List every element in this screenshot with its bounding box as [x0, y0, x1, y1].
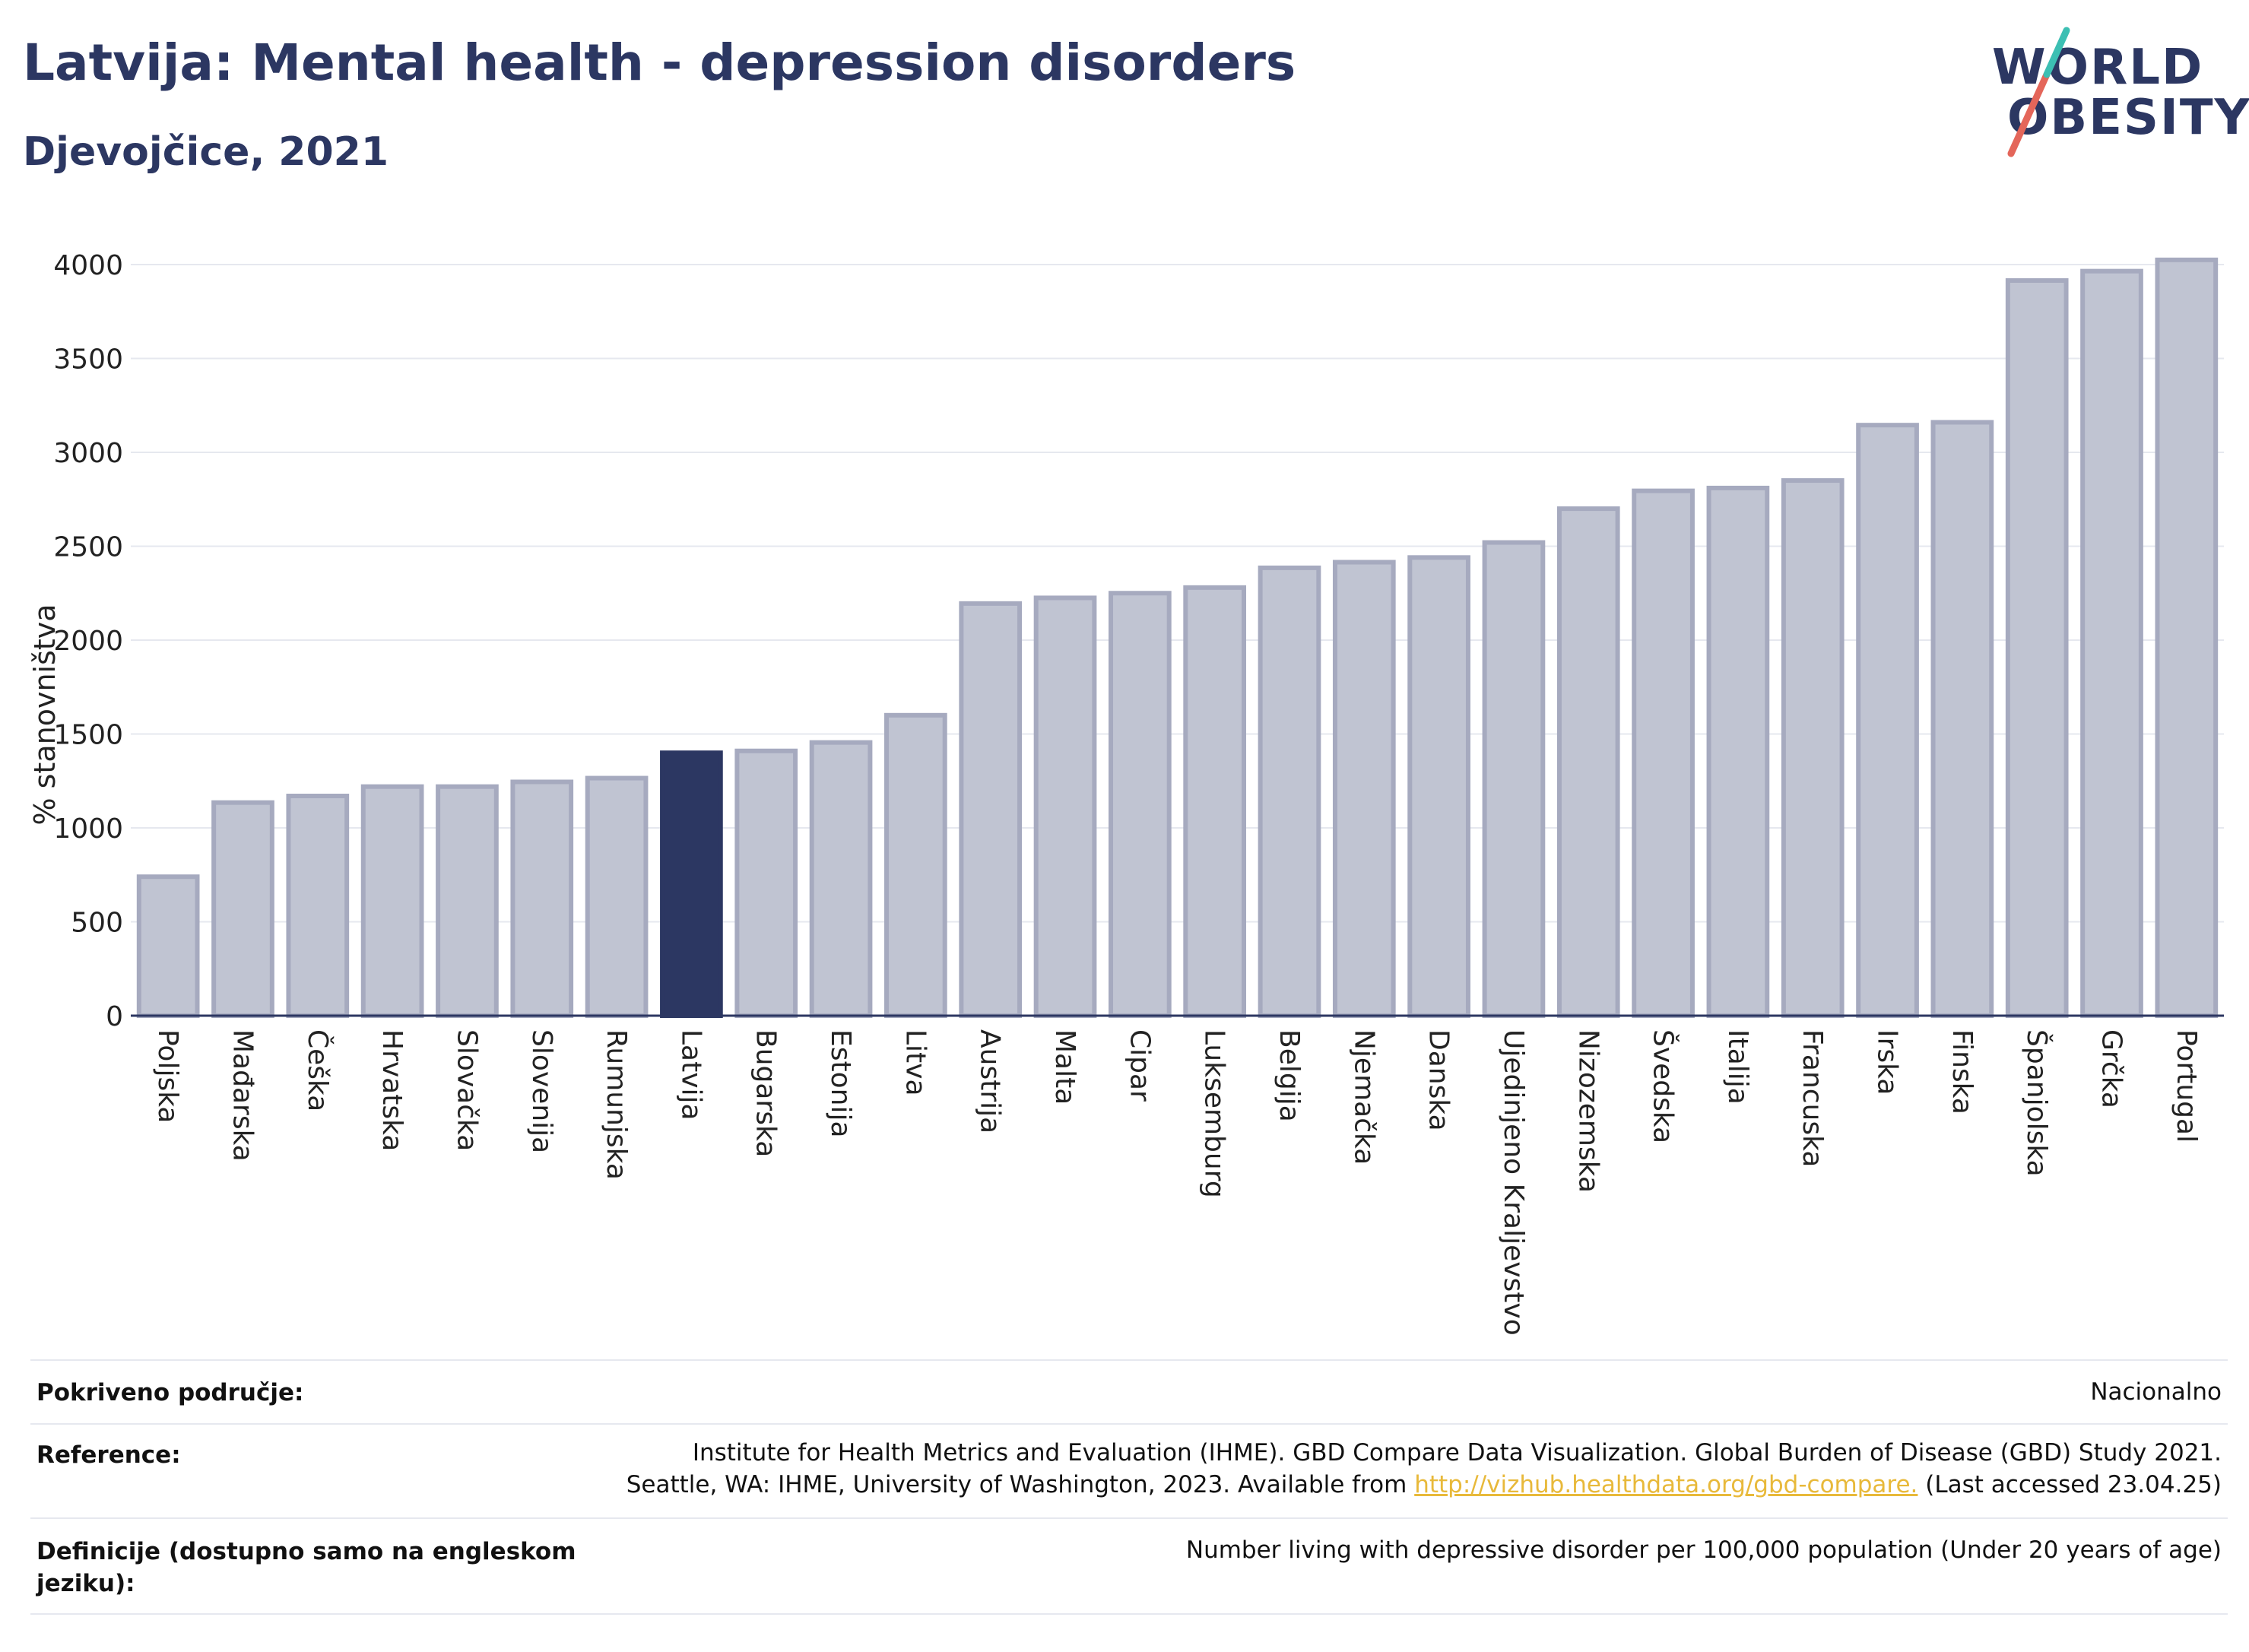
x-tick-label: Poljska	[152, 1029, 183, 1124]
x-tick-label: Portugal	[2171, 1029, 2202, 1143]
x-tick-label: Litva	[899, 1029, 931, 1096]
info-table: Pokriveno područje: Nacionalno Reference…	[30, 1359, 2228, 1615]
coverage-row: Pokriveno područje: Nacionalno	[30, 1361, 2228, 1425]
reference-line2-post: (Last accessed 23.04.25)	[1918, 1471, 2222, 1498]
bars	[136, 257, 2219, 1019]
bar-španjolska	[2005, 277, 2069, 1019]
reference-line1: Institute for Health Metrics and Evaluat…	[692, 1439, 2222, 1467]
x-tick-label: Bugarska	[750, 1029, 782, 1157]
x-tick-label: Italija	[1722, 1029, 1753, 1105]
page-title: Latvija: Mental health - depression diso…	[23, 33, 1296, 92]
bar-francuska	[1781, 478, 1845, 1018]
reference-value: Institute for Health Metrics and Evaluat…	[626, 1437, 2222, 1501]
x-tick-label: Švedska	[1648, 1029, 1680, 1143]
reference-row: Reference: Institute for Health Metrics …	[30, 1425, 2228, 1519]
x-tick-label: Njemačka	[1348, 1029, 1379, 1165]
x-tick-label: Rumunjska	[601, 1029, 632, 1180]
x-tick-label: Slovenija	[526, 1029, 557, 1153]
y-tick-label: 4000	[53, 250, 123, 281]
bar-estonija	[809, 740, 873, 1018]
definition-value: Number living with depressive disorder p…	[1185, 1536, 2222, 1564]
x-tick-label: Španjolska	[2021, 1029, 2053, 1177]
y-tick-label: 2000	[53, 626, 123, 657]
x-tick-label: Ujedinjeno Kraljevstvo	[1498, 1029, 1529, 1336]
coverage-label: Pokriveno područje:	[36, 1379, 304, 1406]
bar-cipar	[1108, 591, 1172, 1018]
bar-belgija	[1258, 565, 1321, 1018]
bar-luksemburg	[1183, 585, 1247, 1018]
logo-line1: WORLD	[1992, 40, 2204, 96]
reference-line2-pre: Seattle, WA: IHME, University of Washing…	[626, 1471, 1415, 1498]
logo-slash-icon	[2007, 27, 2070, 157]
bar-slovenija	[510, 779, 574, 1018]
x-tick-label: Austrija	[975, 1029, 1006, 1134]
reference-link[interactable]: http://vizhub.healthdata.org/gbd-compare…	[1414, 1471, 1918, 1498]
bar-bugarska	[734, 748, 798, 1018]
x-tick-label: Češka	[302, 1029, 334, 1111]
bar-chart: 0 500 1000 1500 2000 2500 3000 3500 4000 Poljska M…	[28, 250, 2224, 1336]
bar-austrija	[959, 601, 1023, 1018]
x-tick-label: Estonija	[825, 1029, 856, 1138]
bar-ujedinjeno-kraljevstvo	[1482, 540, 1546, 1018]
y-tick-label: 3000	[53, 438, 123, 469]
bar-švedska	[1632, 488, 1695, 1018]
x-tick-label: Francuska	[1797, 1029, 1828, 1167]
x-tick-label: Grčka	[2096, 1029, 2127, 1108]
reference-label: Reference:	[36, 1441, 181, 1469]
x-tick-label: Luksemburg	[1199, 1029, 1230, 1198]
reference-line2: Seattle, WA: IHME, University of Washing…	[626, 1469, 2222, 1501]
coverage-value: Nacionalno	[2090, 1378, 2222, 1406]
y-tick-label: 3500	[53, 344, 123, 376]
y-tick-label: 2500	[53, 532, 123, 563]
y-tick-label: 1500	[53, 720, 123, 751]
bar-češka	[286, 794, 350, 1018]
bar-poljska	[136, 874, 200, 1018]
y-tick-label: 1000	[53, 813, 123, 845]
x-tick-label: Hrvatska	[376, 1029, 408, 1151]
x-tick-label: Finska	[1946, 1029, 1978, 1115]
axes: 0 500 1000 1500 2000 2500 3000 3500 4000 Poljska M…	[53, 250, 2224, 1336]
bar-irska	[1856, 423, 1919, 1018]
y-axis-label: % stanovništva	[28, 604, 62, 825]
definition-label: Definicije (dostupno samo na engleskom j…	[36, 1538, 576, 1597]
bar-nizozemska	[1556, 506, 1620, 1019]
x-tick-label: Slovačka	[451, 1029, 482, 1151]
bar-litva	[884, 712, 947, 1018]
bar-finska	[1930, 420, 1994, 1019]
x-tick-label: Belgija	[1274, 1029, 1305, 1122]
bar-latvija	[660, 750, 723, 1018]
bar-portugal	[2155, 257, 2219, 1018]
bar-danska	[1407, 555, 1470, 1018]
x-tick-label: Mađarska	[227, 1029, 258, 1162]
x-tick-label: Nizozemska	[1572, 1029, 1603, 1193]
x-tick-label: Irska	[1872, 1029, 1903, 1095]
bar-malta	[1033, 595, 1097, 1018]
bar-njemačka	[1332, 560, 1396, 1018]
x-tick-label: Cipar	[1124, 1029, 1155, 1102]
bar-grčka	[2080, 268, 2143, 1018]
logo-line2: OBESITY	[2007, 90, 2249, 146]
x-tick-label: Latvija	[675, 1029, 706, 1121]
page-subtitle: Djevojčice, 2021	[23, 129, 389, 175]
bar-italija	[1706, 485, 1770, 1018]
y-tick-label: 0	[106, 1001, 123, 1032]
bar-hrvatska	[360, 784, 424, 1018]
x-tick-label: Malta	[1049, 1029, 1080, 1105]
bar-slovačka	[436, 784, 499, 1018]
bar-mađarska	[211, 800, 274, 1019]
world-obesity-logo: WORLD OBESITY	[1977, 23, 2249, 160]
definition-row: Definicije (dostupno samo na engleskom j…	[30, 1519, 2228, 1615]
bar-rumunjska	[585, 775, 649, 1018]
x-tick-label: Danska	[1423, 1029, 1454, 1131]
y-tick-label: 500	[71, 908, 123, 939]
